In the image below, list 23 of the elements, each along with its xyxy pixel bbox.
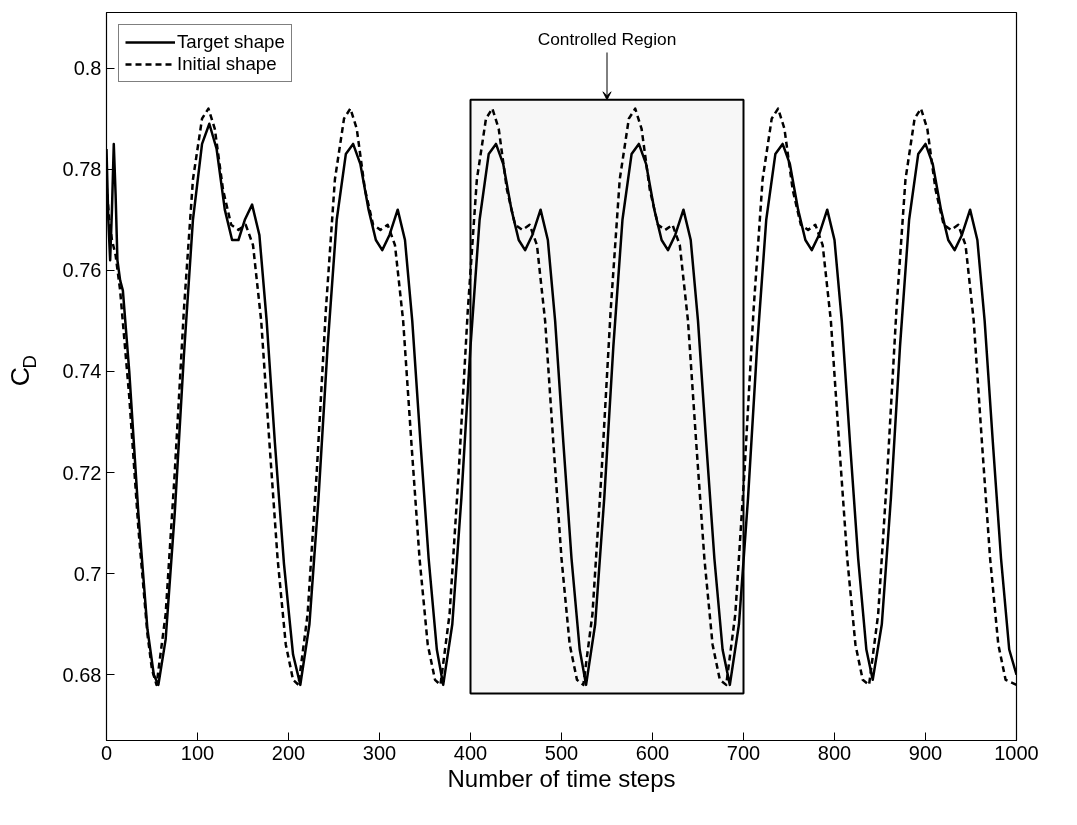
x-tick-label: 800 <box>817 741 852 764</box>
x-axis-title: Number of time steps <box>447 764 676 792</box>
y-tick-label: 0.74 <box>62 360 102 383</box>
x-tick-label: 900 <box>908 741 943 764</box>
x-tick-label: 700 <box>726 741 761 764</box>
y-tick-label: 0.8 <box>73 57 102 80</box>
x-tick-label: 400 <box>453 741 488 764</box>
y-tick-label: 0.78 <box>62 158 102 181</box>
y-tick-label: 0.76 <box>62 259 102 282</box>
legend-label: Target shape <box>177 31 285 53</box>
x-tick-label: 500 <box>544 741 579 764</box>
x-tick-label: 600 <box>635 741 670 764</box>
x-tick-label: 100 <box>180 741 215 764</box>
y-tick-label: 0.72 <box>62 461 102 484</box>
y-tick-label: 0.68 <box>62 663 102 686</box>
x-tick-label: 0 <box>100 741 113 764</box>
band-label: Controlled Region <box>537 28 677 49</box>
y-axis-title: CD <box>5 355 40 387</box>
x-tick-label: 300 <box>362 741 397 764</box>
x-tick-label: 200 <box>271 741 306 764</box>
y-tick-label: 0.7 <box>73 562 102 585</box>
legend-label: Initial shape <box>177 53 277 75</box>
x-tick-label: 1000 <box>994 741 1039 764</box>
